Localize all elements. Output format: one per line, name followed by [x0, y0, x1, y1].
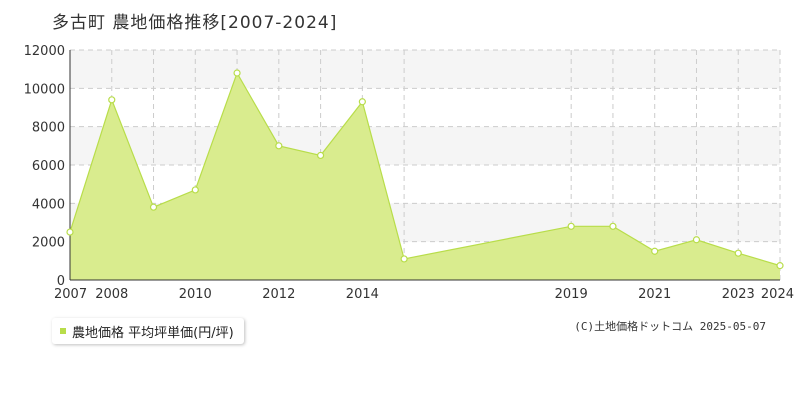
area-series	[69, 71, 781, 280]
data-point	[609, 222, 617, 230]
data-point	[191, 186, 199, 194]
data-point	[358, 98, 366, 106]
data-markers	[66, 69, 784, 270]
x-tick-label: 2019	[555, 287, 588, 302]
y-tick-label: 6000	[32, 159, 65, 174]
grid-band	[70, 126, 780, 165]
data-point	[734, 249, 742, 257]
x-tick-label: 2014	[346, 287, 379, 302]
legend-label: 農地価格 平均坪単価(円/坪)	[72, 325, 234, 341]
data-point	[149, 203, 158, 211]
data-point	[651, 247, 659, 255]
data-point	[66, 228, 74, 236]
legend: 農地価格 平均坪単価(円/坪)	[52, 318, 244, 344]
copyright: (C)土地価格ドットコム 2025-05-07	[574, 320, 766, 333]
axes	[69, 50, 780, 281]
data-point	[108, 96, 116, 104]
x-tick-label: 2012	[262, 287, 295, 302]
x-tick-labels: 2007 2008 2010 2012 2014 2019 2021 2023 2024	[54, 287, 794, 302]
data-point	[400, 255, 408, 263]
x-tick-label: 2007	[54, 287, 87, 302]
data-point	[275, 142, 283, 150]
x-tick-label: 2021	[638, 287, 671, 302]
x-tick-label: 2010	[179, 287, 212, 302]
y-tick-label: 8000	[32, 121, 65, 136]
data-point	[233, 69, 241, 77]
area-fill	[70, 73, 780, 280]
x-tick-label: 2024	[761, 287, 794, 302]
y-tick-label: 10000	[24, 82, 65, 97]
y-tick-label: 12000	[24, 44, 65, 59]
data-point	[692, 236, 701, 244]
grid-band	[70, 50, 780, 89]
y-tick-labels: 0 2000 4000 6000 8000 10000 12000	[24, 44, 65, 289]
legend-swatch-icon	[60, 328, 66, 334]
y-tick-label: 2000	[32, 236, 65, 251]
x-tick-label: 2008	[95, 287, 128, 302]
data-point	[316, 151, 325, 160]
data-point	[776, 262, 784, 270]
data-point	[567, 222, 575, 230]
y-tick-label: 4000	[32, 197, 65, 212]
chart-title: 多古町 農地価格推移[2007-2024]	[52, 13, 338, 33]
grid-lines	[70, 49, 781, 280]
x-tick-label: 2023	[722, 287, 755, 302]
y-tick-label: 0	[57, 274, 65, 289]
